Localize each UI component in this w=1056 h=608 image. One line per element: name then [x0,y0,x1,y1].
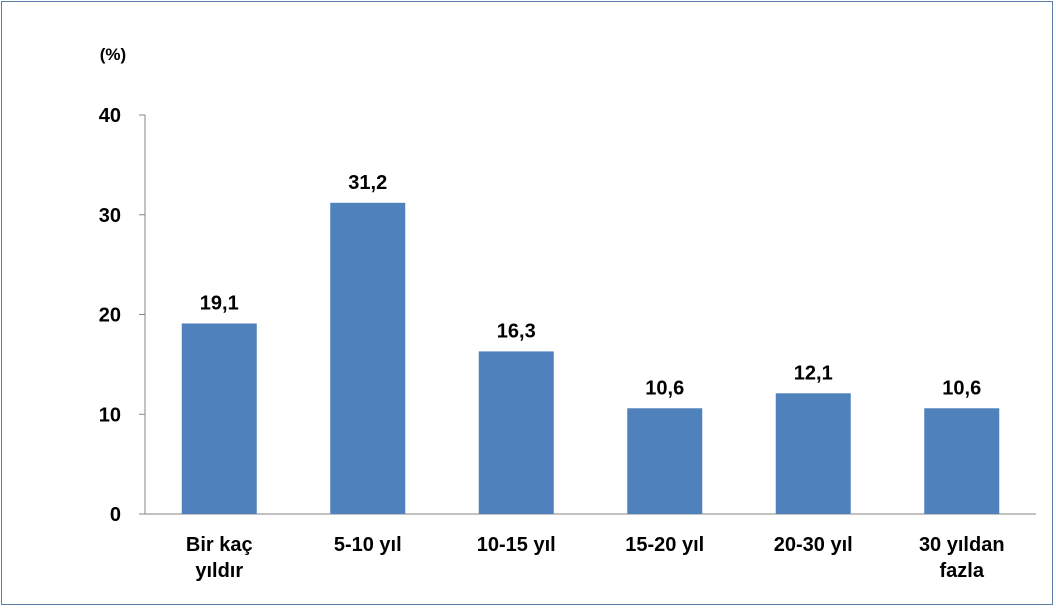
y-tick-label: 40 [99,105,121,127]
bar [627,408,703,514]
y-tick-label: 20 [99,305,121,327]
data-label: 19,1 [200,292,239,314]
bar [478,351,554,514]
data-label: 31,2 [348,172,387,194]
y-tick-label: 0 [110,504,121,526]
x-tick-label: 15-20 yıl [625,534,704,556]
bar [924,408,1000,514]
data-label: 10,6 [645,377,684,399]
bars [181,202,1000,514]
y-tick-label: 10 [99,404,121,426]
data-label: 12,1 [794,362,833,384]
data-label: 10,6 [942,377,981,399]
x-tick-label: 20-30 yıl [774,534,853,556]
x-tick-label: 10-15 yıl [477,534,556,556]
bar [775,393,851,514]
x-axis-labels: Bir kaç yıldır 5-10 yıl 10-15 yıl 15-20 yıl 2… [186,534,1005,582]
y-tick-label: 30 [99,205,121,227]
data-labels: 19,1 31,2 16,3 10,6 12,1 10,6 [200,172,981,399]
data-label: 16,3 [497,320,536,342]
y-axis-ticks: 0 10 20 30 40 [99,105,145,526]
bar [330,202,406,514]
bar [181,323,257,514]
x-tick-label: 30 yıldan fazla [919,534,1005,582]
x-tick-label: 5-10 yıl [334,534,402,556]
x-tick-label: Bir kaç yıldır [186,534,253,582]
y-axis-unit-label: (%) [100,45,126,64]
